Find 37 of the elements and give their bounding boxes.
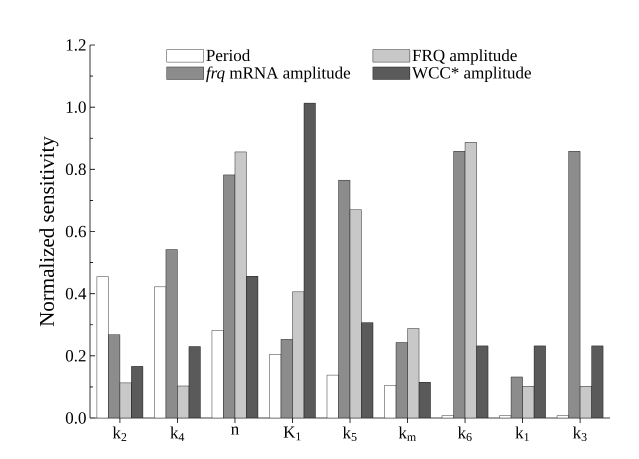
legend-label: WCC* amplitude [412, 66, 531, 82]
x-tick-label: k$_{6}$ [458, 426, 472, 442]
bar [338, 180, 350, 418]
x-tick-label: n [231, 426, 239, 435]
y-tick-label: 1.2 [66, 39, 86, 51]
bar [396, 342, 408, 418]
legend-label: Period [206, 49, 250, 62]
x-tick-label: k$_{3}$ [572, 426, 587, 442]
x-tick-label: K$_{1}$ [284, 426, 301, 440]
bar [131, 366, 144, 418]
x-tick-label: k$_{4}$ [170, 426, 184, 441]
y-tick-label: 0.2 [66, 350, 86, 362]
x-tick-label: k$_{2}$ [112, 426, 126, 441]
x-tick-label: k$_{m}$ [398, 426, 416, 441]
legend-label: FRQ amplitude [412, 49, 517, 65]
y-tick-label: 0.6 [66, 226, 86, 238]
legend-label: frq mRNA amplitude [206, 66, 350, 82]
bar [476, 346, 488, 418]
x-tick-label: k$_{5}$ [342, 426, 357, 442]
bar [280, 339, 293, 418]
x-tick-label: k$_{1}$ [515, 426, 529, 441]
bar [453, 151, 466, 418]
y-tick-label: 1.0 [66, 101, 86, 113]
bar [223, 174, 236, 418]
bar [166, 249, 178, 418]
bar [361, 322, 374, 418]
bar [591, 346, 604, 418]
bar [304, 102, 316, 418]
y-tick-label: 0.0 [66, 412, 86, 424]
bar [246, 276, 258, 418]
bar [568, 151, 580, 418]
bar [108, 334, 120, 418]
y-axis-title: Normalized sensitivity [39, 136, 58, 326]
y-tick-label: 0.4 [66, 288, 86, 300]
bar [534, 346, 546, 418]
bar [188, 346, 201, 418]
y-tick-label: 0.8 [66, 164, 86, 176]
